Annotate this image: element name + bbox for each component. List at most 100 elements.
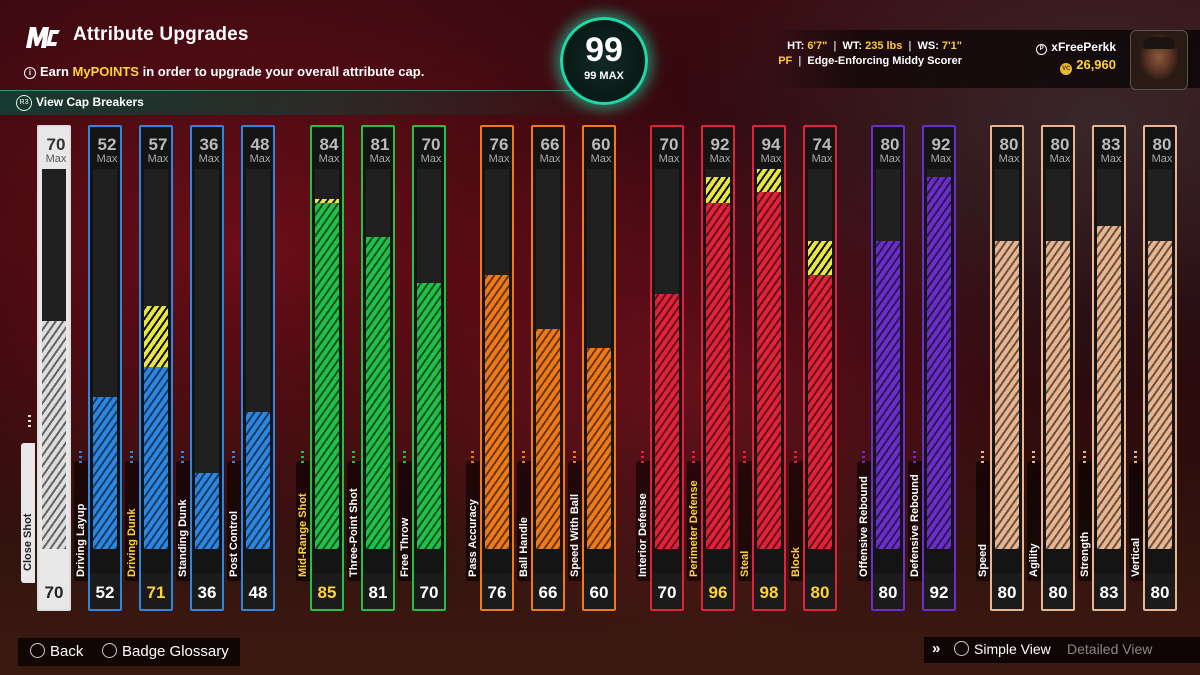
attribute-fill bbox=[1148, 241, 1172, 549]
attribute-ball-handle[interactable]: 66 Max 66 Ball Handle bbox=[517, 125, 565, 611]
view-cap-breakers-button[interactable]: R3 View Cap Breakers bbox=[0, 90, 620, 115]
attribute-max-label: Max bbox=[318, 153, 340, 165]
player-profile: HT: 6'7" | WT: 235 lbs | WS: 7'1" PF | Edge-En… bbox=[770, 30, 1200, 90]
attribute-block[interactable]: 74 Max 80 Block bbox=[789, 125, 837, 611]
mypoints-highlight: MyPOINTS bbox=[72, 64, 139, 79]
attribute-strength[interactable]: 83 Max 83 Strength bbox=[1078, 125, 1126, 611]
attribute-name: Driving Layup bbox=[75, 503, 87, 577]
attribute-track bbox=[1097, 169, 1121, 549]
attribute-current-value: 52 bbox=[95, 583, 115, 602]
attribute-standing-dunk[interactable]: 36 Max 36 Standing Dunk bbox=[176, 125, 224, 611]
overall-rating-badge: 99 99 MAX bbox=[560, 17, 648, 105]
attribute-current-value: 83 bbox=[1099, 583, 1119, 602]
attribute-name: Three-Point Shot bbox=[348, 488, 360, 577]
attribute-current-value: 92 bbox=[929, 583, 949, 602]
attribute-speed-with-ball[interactable]: 60 Max 60 Speed With Ball bbox=[568, 125, 616, 611]
badge-glossary-button[interactable]: Badge Glossary bbox=[102, 643, 229, 660]
attribute-name-tab: Close Shot bbox=[21, 443, 35, 583]
wingspan-value: 7'1" bbox=[941, 40, 962, 52]
attribute-dots bbox=[352, 451, 355, 465]
attribute-track bbox=[706, 169, 730, 549]
attribute-max-label: Max bbox=[930, 153, 952, 165]
attribute-post-control[interactable]: 48 Max 48 Post Control bbox=[227, 125, 275, 611]
attribute-bar: 74 Max bbox=[803, 125, 837, 611]
attribute-interior-defense[interactable]: 70 Max 70 Interior Defense bbox=[636, 125, 684, 611]
attribute-three-point-shot[interactable]: 81 Max 81 Three-Point Shot bbox=[347, 125, 395, 611]
attribute-max-value: 94 bbox=[761, 135, 781, 154]
attribute-name-tab: Offensive Rebound bbox=[857, 461, 871, 581]
attribute-current-value: 96 bbox=[708, 583, 728, 602]
overall-value: 99 bbox=[585, 31, 623, 69]
attribute-name: Speed With Ball bbox=[569, 493, 581, 577]
attribute-track bbox=[587, 169, 611, 549]
attribute-max-label: Max bbox=[658, 153, 680, 165]
back-button[interactable]: Back bbox=[30, 643, 83, 660]
height-value: 6'7" bbox=[807, 40, 828, 52]
attribute-name-tab: Driving Dunk bbox=[125, 461, 139, 581]
attribute-perimeter-defense[interactable]: 92 Max 96 Perimeter Defense bbox=[687, 125, 735, 611]
archetype: PF | Edge-Enforcing Middy Scorer bbox=[778, 55, 962, 67]
simple-view-button[interactable]: Simple View bbox=[954, 641, 1051, 657]
attribute-driving-layup[interactable]: 52 Max 52 Driving Layup bbox=[74, 125, 122, 611]
attribute-dots bbox=[743, 451, 746, 465]
attribute-speed[interactable]: 80 Max 80 Speed bbox=[976, 125, 1024, 611]
attribute-name: Mid-Range Shot bbox=[297, 493, 309, 577]
attribute-name: Steal bbox=[739, 550, 751, 577]
vc-balance: VC 26,960 bbox=[1060, 57, 1116, 75]
attribute-fill bbox=[706, 203, 730, 549]
attribute-name: Offensive Rebound bbox=[858, 476, 870, 577]
attribute-track bbox=[808, 169, 832, 549]
attribute-agility[interactable]: 80 Max 80 Agility bbox=[1027, 125, 1075, 611]
attribute-bar: 80 Max bbox=[1143, 125, 1177, 611]
attribute-max-label: Max bbox=[45, 153, 67, 165]
upgrade-segment bbox=[315, 199, 339, 204]
attribute-max-value: 70 bbox=[46, 135, 66, 154]
attribute-max-label: Max bbox=[1100, 153, 1122, 165]
attribute-offensive-rebound[interactable]: 80 Max 80 Offensive Rebound bbox=[857, 125, 905, 611]
attribute-bar: 70 Max bbox=[37, 125, 71, 611]
attribute-current-value: 76 bbox=[487, 583, 507, 602]
attribute-bar: 48 Max bbox=[241, 125, 275, 611]
attribute-max-value: 36 bbox=[199, 135, 219, 154]
attribute-dots bbox=[981, 451, 984, 465]
glossary-label: Badge Glossary bbox=[122, 643, 229, 660]
attribute-mid-range-shot[interactable]: 84 Max 85 Mid-Range Shot bbox=[296, 125, 344, 611]
attribute-pass-accuracy[interactable]: 76 Max 76 Pass Accuracy bbox=[466, 125, 514, 611]
detailed-view-button[interactable]: Detailed View bbox=[1067, 641, 1153, 657]
attribute-current-value: 81 bbox=[368, 583, 388, 602]
attribute-name: Vertical bbox=[1130, 537, 1142, 577]
attribute-steal[interactable]: 94 Max 98 Steal bbox=[738, 125, 786, 611]
attribute-driving-dunk[interactable]: 57 Max 71 Driving Dunk bbox=[125, 125, 173, 611]
attribute-max-value: 48 bbox=[250, 135, 270, 154]
attribute-name-tab: Steal bbox=[738, 461, 752, 581]
attribute-name-tab: Block bbox=[789, 461, 803, 581]
attribute-name-tab: Free Throw bbox=[398, 461, 412, 581]
attribute-max-label: Max bbox=[590, 153, 612, 165]
attribute-max-value: 76 bbox=[489, 135, 509, 154]
attribute-dots bbox=[28, 415, 31, 429]
attribute-max-value: 92 bbox=[710, 135, 730, 154]
attribute-current-value: 98 bbox=[759, 583, 779, 602]
attribute-close-shot[interactable]: 70 Max 70 Close Shot bbox=[21, 125, 71, 611]
physicals: HT: 6'7" | WT: 235 lbs | WS: 7'1" bbox=[787, 40, 962, 52]
attribute-defensive-rebound[interactable]: 92 Max 92 Defensive Rebound bbox=[908, 125, 956, 611]
attribute-max-label: Max bbox=[488, 153, 510, 165]
attribute-fill bbox=[1097, 226, 1121, 549]
attribute-free-throw[interactable]: 70 Max 70 Free Throw bbox=[398, 125, 446, 611]
attribute-vertical[interactable]: 80 Max 80 Vertical bbox=[1129, 125, 1177, 611]
simple-view-label: Simple View bbox=[974, 641, 1051, 657]
view-toggle: » Simple View Detailed View bbox=[924, 637, 1200, 663]
attribute-track bbox=[42, 169, 66, 549]
attribute-fill bbox=[144, 366, 168, 549]
playstation-icon: P bbox=[1036, 44, 1048, 55]
attribute-dots bbox=[522, 451, 525, 465]
attribute-max-value: 80 bbox=[1050, 135, 1070, 154]
attribute-dots bbox=[403, 451, 406, 465]
attribute-dots bbox=[301, 451, 304, 465]
attribute-bar: 76 Max bbox=[480, 125, 514, 611]
info-icon: i bbox=[24, 67, 36, 79]
attribute-track bbox=[995, 169, 1019, 549]
attribute-max-value: 84 bbox=[319, 135, 339, 154]
attribute-name-tab: Vertical bbox=[1129, 461, 1143, 581]
